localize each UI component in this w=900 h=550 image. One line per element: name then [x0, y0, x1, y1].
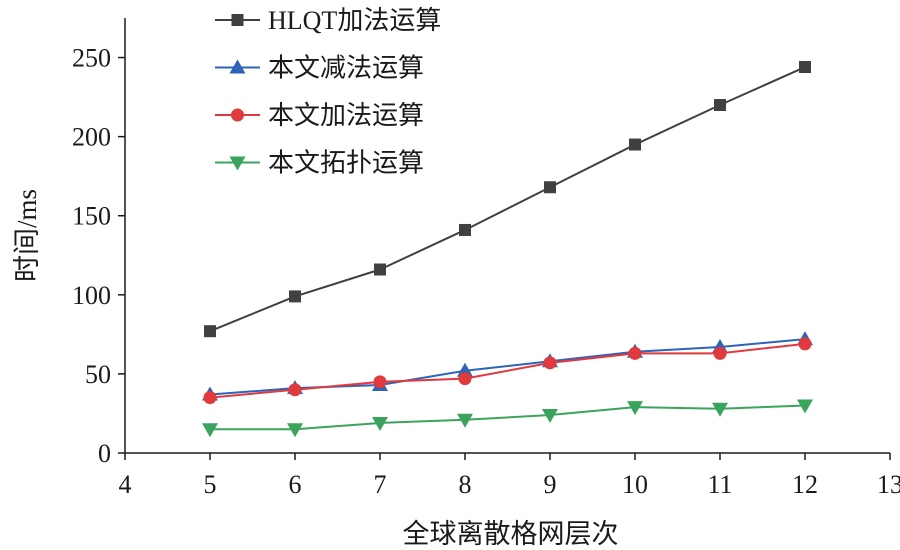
- x-tick-label: 13: [877, 470, 900, 499]
- x-tick-label: 6: [289, 470, 302, 499]
- series-layer: [202, 61, 813, 438]
- y-axis-title: 时间/ms: [12, 189, 42, 282]
- legend-label: 本文减法运算: [268, 54, 424, 83]
- legend-label: 本文加法运算: [268, 101, 424, 130]
- data-point: [627, 401, 643, 416]
- data-point: [459, 223, 471, 236]
- axes: 0 50 100 150 200 250 4 5 6 7 8 9 10 11 12 13: [72, 18, 900, 499]
- legend-item-1: HLQT加法运算: [215, 6, 441, 35]
- data-point: [712, 402, 728, 417]
- data-point: [797, 399, 813, 414]
- legend-label: HLQT加法运算: [268, 6, 441, 35]
- data-point: [629, 138, 641, 151]
- x-tick-label: 5: [204, 470, 217, 499]
- data-point: [544, 181, 556, 194]
- data-point: [628, 346, 642, 360]
- x-tick-label: 9: [544, 470, 557, 499]
- legend-item-3: 本文加法运算: [215, 101, 424, 130]
- data-point: [203, 391, 217, 405]
- x-tick-label: 4: [119, 470, 132, 499]
- y-tick-label: 0: [98, 439, 111, 468]
- data-point: [457, 413, 473, 428]
- data-point: [798, 337, 812, 351]
- data-point: [202, 423, 218, 438]
- data-point: [457, 362, 473, 377]
- data-point: [204, 325, 216, 338]
- data-point: [714, 99, 726, 111]
- y-tick-label: 250: [72, 44, 111, 73]
- legend-label: 本文拓扑运算: [268, 149, 424, 178]
- series-line: [209, 342, 806, 399]
- x-tick-label: 7: [374, 470, 387, 499]
- data-point: [372, 416, 388, 431]
- y-tick-label: 100: [72, 281, 111, 310]
- legend-item-2: 本文减法运算: [215, 54, 424, 83]
- data-point: [542, 409, 558, 424]
- series-line: [209, 66, 806, 333]
- data-point: [458, 372, 472, 386]
- series-1: [204, 61, 811, 338]
- legend-marker: [231, 14, 244, 26]
- y-tick-label: 150: [72, 202, 111, 231]
- data-point: [799, 61, 811, 74]
- legend-marker: [229, 156, 246, 171]
- y-tick-label: 200: [72, 123, 111, 152]
- legend-item-4: 本文拓扑运算: [215, 149, 424, 178]
- legend-marker: [231, 108, 244, 122]
- x-tick-label: 10: [622, 470, 648, 499]
- data-point: [374, 263, 386, 276]
- series-4: [202, 399, 813, 438]
- data-point: [713, 346, 727, 360]
- data-point: [289, 290, 301, 303]
- x-tick-label: 11: [707, 470, 732, 499]
- legend-marker: [229, 59, 246, 74]
- data-point: [373, 375, 387, 389]
- x-tick-label: 12: [792, 470, 818, 499]
- data-point: [543, 356, 557, 370]
- data-point: [287, 423, 303, 438]
- data-point: [288, 383, 302, 397]
- x-tick-label: 8: [459, 470, 472, 499]
- x-axis-title: 全球离散格网层次: [403, 519, 619, 549]
- series-line: [210, 404, 806, 431]
- series-3: [203, 337, 812, 405]
- y-tick-label: 50: [85, 360, 111, 389]
